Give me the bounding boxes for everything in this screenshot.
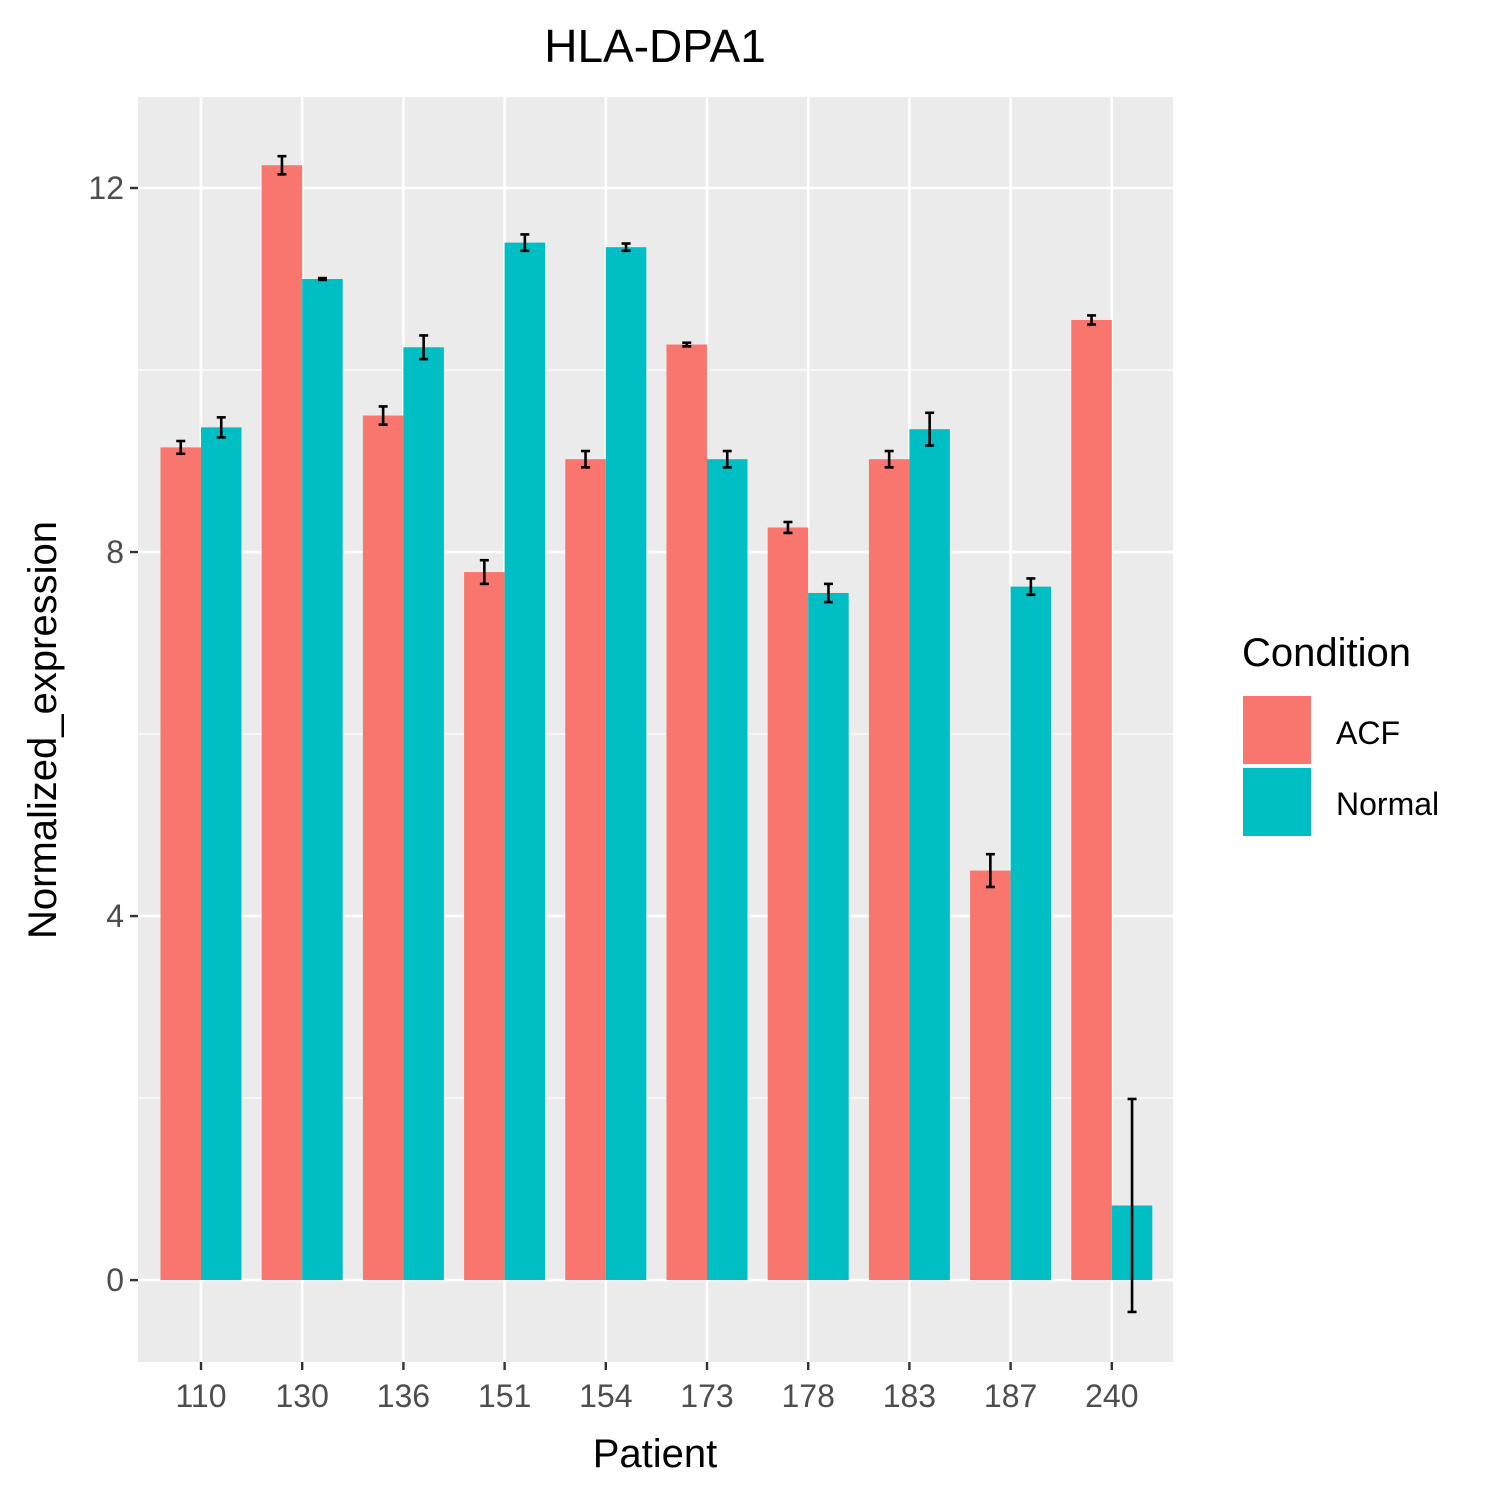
x-tick-label: 178	[782, 1378, 835, 1414]
x-tick-label: 130	[276, 1378, 329, 1414]
bar-acf	[767, 527, 809, 1281]
error-bar-normal	[216, 416, 226, 439]
y-axis: 0 4 8 12	[88, 170, 138, 1298]
error-bar-normal	[317, 276, 327, 282]
bar-acf	[160, 447, 201, 1281]
x-tick-label: 154	[579, 1378, 632, 1414]
bar-acf	[464, 572, 505, 1281]
chart-title: HLA-DPA1	[544, 20, 766, 72]
error-bar-acf	[985, 852, 995, 889]
error-bar-normal	[722, 449, 732, 469]
error-bar-normal	[1127, 1097, 1137, 1314]
legend: Condition ACF Normal	[1241, 631, 1439, 838]
bar-normal	[201, 427, 242, 1281]
bar-normal	[808, 592, 849, 1281]
error-bar-normal	[419, 334, 429, 361]
error-bar-acf	[884, 449, 894, 469]
legend-label-normal: Normal	[1336, 786, 1439, 822]
legend-key-acf	[1241, 694, 1313, 766]
x-tick-label: 151	[478, 1378, 531, 1414]
y-tick-label: 0	[106, 1262, 124, 1298]
error-bar-normal	[520, 233, 530, 253]
y-axis-title: Normalized_expression	[21, 521, 65, 939]
legend-label-acf: ACF	[1336, 715, 1400, 751]
error-bar-normal	[925, 411, 935, 447]
x-tick-label: 110	[175, 1378, 226, 1414]
bar-acf	[362, 415, 404, 1281]
bar-acf	[666, 344, 707, 1281]
bar-normal	[707, 459, 748, 1281]
y-tick-label: 4	[106, 898, 124, 934]
x-axis: 110 130 136 151 154 173 178 183 187 240	[175, 1362, 1138, 1414]
bar-normal	[605, 247, 647, 1281]
error-bar-acf	[378, 405, 388, 426]
bar-normal	[1010, 586, 1052, 1281]
x-tick-label: 240	[1085, 1378, 1138, 1414]
error-bars	[176, 154, 1137, 1314]
error-bar-acf	[1087, 314, 1097, 326]
error-bar-acf	[783, 520, 793, 535]
bar-normal	[504, 242, 546, 1281]
y-tick-label: 8	[106, 534, 124, 570]
legend-key-normal	[1241, 766, 1313, 838]
bar-acf	[970, 870, 1011, 1281]
x-tick-label: 183	[883, 1378, 936, 1414]
error-bar-acf	[176, 439, 186, 456]
bar-acf	[868, 459, 910, 1281]
x-tick-label: 173	[680, 1378, 733, 1414]
legend-title: Condition	[1242, 631, 1411, 675]
y-tick-label: 12	[88, 170, 124, 206]
error-bar-normal	[1026, 577, 1036, 597]
error-bar-acf	[479, 558, 489, 586]
bar-acf	[565, 459, 606, 1281]
bar-acf	[261, 165, 303, 1281]
error-bar-acf	[581, 449, 591, 469]
x-axis-title: Patient	[593, 1432, 718, 1476]
bars	[160, 165, 1153, 1281]
error-bar-acf	[682, 341, 692, 348]
error-bar-acf	[277, 154, 287, 176]
bar-acf	[1071, 319, 1112, 1281]
bar-normal	[302, 279, 343, 1281]
error-bar-normal	[621, 242, 631, 253]
bar-normal	[403, 347, 444, 1281]
x-tick-label: 187	[984, 1378, 1037, 1414]
error-bar-normal	[823, 582, 833, 604]
bar-normal	[909, 429, 950, 1281]
x-tick-label: 136	[377, 1378, 430, 1414]
